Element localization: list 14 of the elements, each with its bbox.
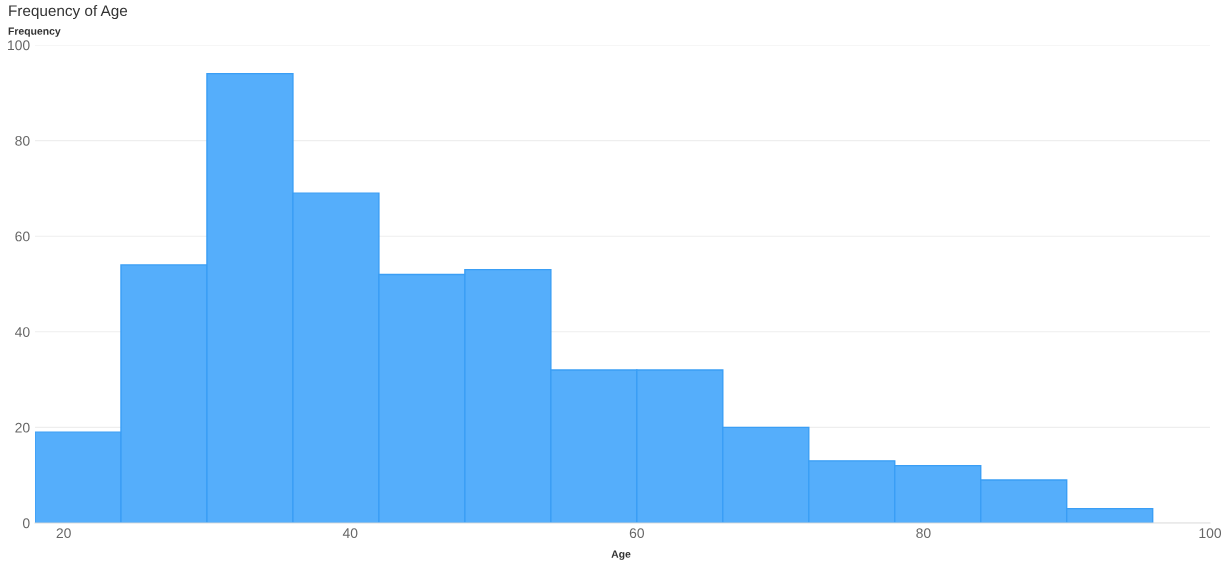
x-tick-label: 100 bbox=[1199, 528, 1222, 539]
y-tick-label: 40 bbox=[15, 327, 30, 337]
x-axis-title: Age bbox=[611, 550, 631, 560]
x-tick-label: 80 bbox=[916, 528, 931, 539]
y-tick-label: 80 bbox=[15, 135, 30, 146]
y-tick-label: 20 bbox=[15, 422, 30, 433]
x-tick-label: 60 bbox=[629, 528, 645, 539]
y-tick-label: 0 bbox=[22, 518, 30, 529]
y-axis-title: Frequency bbox=[8, 27, 61, 37]
y-tick-label: 60 bbox=[15, 231, 30, 242]
x-tick-label: 20 bbox=[56, 528, 71, 539]
x-tick-label: 40 bbox=[342, 528, 358, 539]
chart-title: Frequency of Age bbox=[9, 4, 128, 20]
y-tick-label: 100 bbox=[8, 40, 30, 51]
